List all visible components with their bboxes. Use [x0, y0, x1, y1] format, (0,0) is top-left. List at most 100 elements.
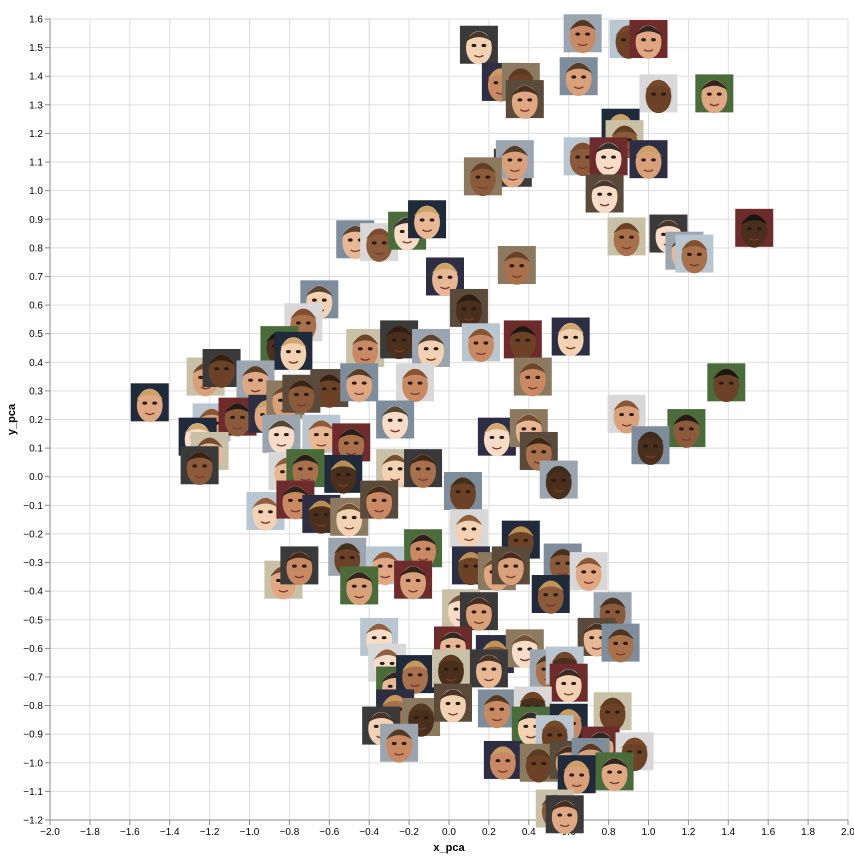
- y-tick-label: −0.2: [23, 529, 43, 540]
- x-tick-label: 1.8: [801, 827, 815, 838]
- x-tick-label: −2.0: [40, 827, 60, 838]
- y-axis-title: y_pca: [6, 403, 18, 435]
- face-thumbnail-point: [404, 449, 443, 488]
- face-thumbnail-point: [483, 740, 522, 780]
- x-tick-label: 0.0: [442, 827, 456, 838]
- y-tick-label: 0.1: [29, 444, 43, 455]
- y-tick-label: 0.9: [29, 215, 43, 226]
- x-tick-label: 1.4: [721, 827, 735, 838]
- face-thumbnail-point: [396, 363, 435, 403]
- face-thumbnail-point: [282, 374, 321, 414]
- face-thumbnail-point: [495, 140, 534, 179]
- axis-layer: −2.0 −1.8 −1.6 −1.4 −1.2 −1.0 −0.8 −0.6 −0.4 −0.2…: [23, 15, 854, 839]
- x-tick-label: −1.2: [200, 827, 220, 838]
- face-thumbnail-point: [639, 74, 678, 114]
- y-tick-label: −0.1: [23, 501, 43, 512]
- y-tick-label: −1.0: [23, 758, 43, 769]
- face-thumbnail-point: [551, 317, 590, 357]
- face-thumbnail-point: [380, 320, 419, 360]
- face-thumbnail-point: [695, 74, 734, 114]
- x-tick-label: −1.4: [160, 827, 180, 838]
- face-thumbnail-point: [503, 320, 542, 360]
- x-tick-label: −1.0: [240, 827, 260, 838]
- face-thumbnail-point: [585, 174, 624, 214]
- face-thumbnail-point: [443, 472, 482, 511]
- face-thumbnail-point: [394, 560, 433, 600]
- face-thumbnail-point: [491, 546, 530, 586]
- x-tick-label: −1.6: [120, 827, 140, 838]
- y-tick-label: −0.8: [23, 701, 43, 712]
- face-thumbnail-point: [593, 692, 632, 732]
- face-thumbnail-point: [274, 331, 313, 371]
- x-tick-label: 1.0: [642, 827, 656, 838]
- face-thumbnail-point: [629, 20, 668, 59]
- face-thumbnail-point: [346, 328, 385, 368]
- y-tick-label: 1.5: [29, 43, 43, 54]
- face-thumbnail-point: [545, 795, 584, 835]
- x-tick-label: −0.4: [359, 827, 379, 838]
- x-tick-label: 1.2: [681, 827, 695, 838]
- face-thumbnail-point: [629, 140, 668, 179]
- face-thumbnail-point: [589, 137, 628, 177]
- face-thumbnail-point: [549, 663, 588, 703]
- x-tick-label: 0.4: [522, 827, 536, 838]
- face-thumbnail-point: [380, 723, 419, 763]
- face-thumbnail-point: [433, 683, 472, 723]
- y-tick-label: 1.6: [29, 15, 43, 26]
- face-thumbnail-point: [477, 689, 516, 729]
- x-tick-label: 0.8: [602, 827, 616, 838]
- y-tick-label: −0.7: [23, 672, 43, 683]
- face-thumbnail-point: [735, 208, 774, 248]
- x-tick-label: −0.8: [280, 827, 300, 838]
- y-tick-label: 1.2: [29, 129, 43, 140]
- y-tick-label: 0.4: [29, 358, 43, 369]
- face-thumbnail-point: [459, 25, 498, 65]
- face-thumbnail-point: [607, 217, 646, 257]
- face-thumbnail-point: [497, 246, 536, 285]
- face-thumbnail-point: [408, 200, 447, 240]
- face-thumbnail-point: [236, 360, 275, 400]
- face-thumbnail-point: [340, 566, 379, 606]
- face-thumbnail-point: [396, 655, 435, 694]
- face-thumbnail-point: [595, 752, 634, 792]
- face-thumbnail-point: [426, 257, 465, 297]
- face-thumbnail-point: [559, 57, 598, 96]
- face-thumbnail-point: [461, 323, 500, 363]
- face-thumbnail-point: [563, 14, 602, 54]
- points-layer: [130, 14, 774, 835]
- face-thumbnail-point: [539, 460, 578, 500]
- face-thumbnail-point: [449, 509, 488, 548]
- face-thumbnail-point: [631, 426, 670, 466]
- y-tick-label: −0.4: [23, 587, 43, 598]
- face-thumbnail-point: [477, 417, 516, 457]
- face-thumbnail-point: [340, 363, 379, 403]
- x-tick-label: −0.6: [319, 827, 339, 838]
- face-thumbnail-point: [130, 383, 169, 423]
- y-tick-label: −1.1: [23, 787, 43, 798]
- face-thumbnail-point: [324, 454, 363, 494]
- face-thumbnail-point: [463, 157, 502, 197]
- y-tick-label: −1.2: [23, 816, 43, 827]
- face-thumbnail-point: [601, 623, 640, 663]
- face-thumbnail-point: [569, 552, 608, 591]
- y-tick-label: 1.0: [29, 186, 43, 197]
- face-thumbnail-point: [707, 363, 746, 403]
- face-thumbnail-point: [262, 414, 301, 454]
- face-thumbnail-point: [459, 592, 498, 631]
- y-tick-label: 0.0: [29, 472, 43, 483]
- x-tick-label: −0.2: [399, 827, 419, 838]
- face-thumbnail-point: [675, 234, 714, 274]
- face-thumbnail-point: [360, 480, 399, 520]
- face-thumbnail-point: [376, 400, 415, 440]
- y-tick-label: −0.9: [23, 730, 43, 741]
- y-tick-label: 0.5: [29, 329, 43, 340]
- y-tick-label: 0.6: [29, 301, 43, 312]
- x-axis-title: x_pca: [433, 842, 465, 854]
- x-tick-label: 0.2: [482, 827, 496, 838]
- y-tick-label: 0.7: [29, 272, 43, 283]
- face-thumbnail-point: [404, 529, 443, 568]
- face-thumbnail-point: [519, 431, 558, 471]
- x-tick-label: −1.8: [80, 827, 100, 838]
